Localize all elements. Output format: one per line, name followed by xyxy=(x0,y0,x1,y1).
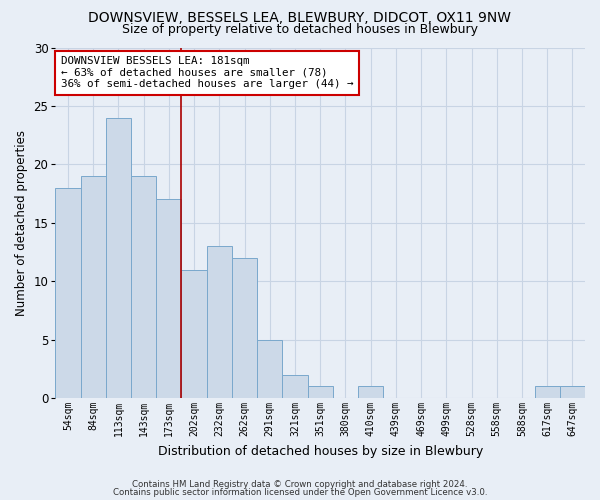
Bar xyxy=(560,386,585,398)
Text: Contains HM Land Registry data © Crown copyright and database right 2024.: Contains HM Land Registry data © Crown c… xyxy=(132,480,468,489)
Bar xyxy=(358,386,383,398)
Bar xyxy=(131,176,156,398)
Text: Contains public sector information licensed under the Open Government Licence v3: Contains public sector information licen… xyxy=(113,488,487,497)
Bar xyxy=(308,386,333,398)
Bar xyxy=(206,246,232,398)
Bar xyxy=(55,188,80,398)
Text: DOWNSVIEW BESSELS LEA: 181sqm
← 63% of detached houses are smaller (78)
36% of s: DOWNSVIEW BESSELS LEA: 181sqm ← 63% of d… xyxy=(61,56,353,90)
Text: Size of property relative to detached houses in Blewbury: Size of property relative to detached ho… xyxy=(122,22,478,36)
Text: DOWNSVIEW, BESSELS LEA, BLEWBURY, DIDCOT, OX11 9NW: DOWNSVIEW, BESSELS LEA, BLEWBURY, DIDCOT… xyxy=(89,12,511,26)
X-axis label: Distribution of detached houses by size in Blewbury: Distribution of detached houses by size … xyxy=(158,444,483,458)
Bar xyxy=(257,340,283,398)
Bar xyxy=(181,270,206,398)
Bar xyxy=(283,375,308,398)
Y-axis label: Number of detached properties: Number of detached properties xyxy=(15,130,28,316)
Bar xyxy=(232,258,257,398)
Bar xyxy=(106,118,131,398)
Bar xyxy=(535,386,560,398)
Bar xyxy=(80,176,106,398)
Bar xyxy=(156,200,181,398)
